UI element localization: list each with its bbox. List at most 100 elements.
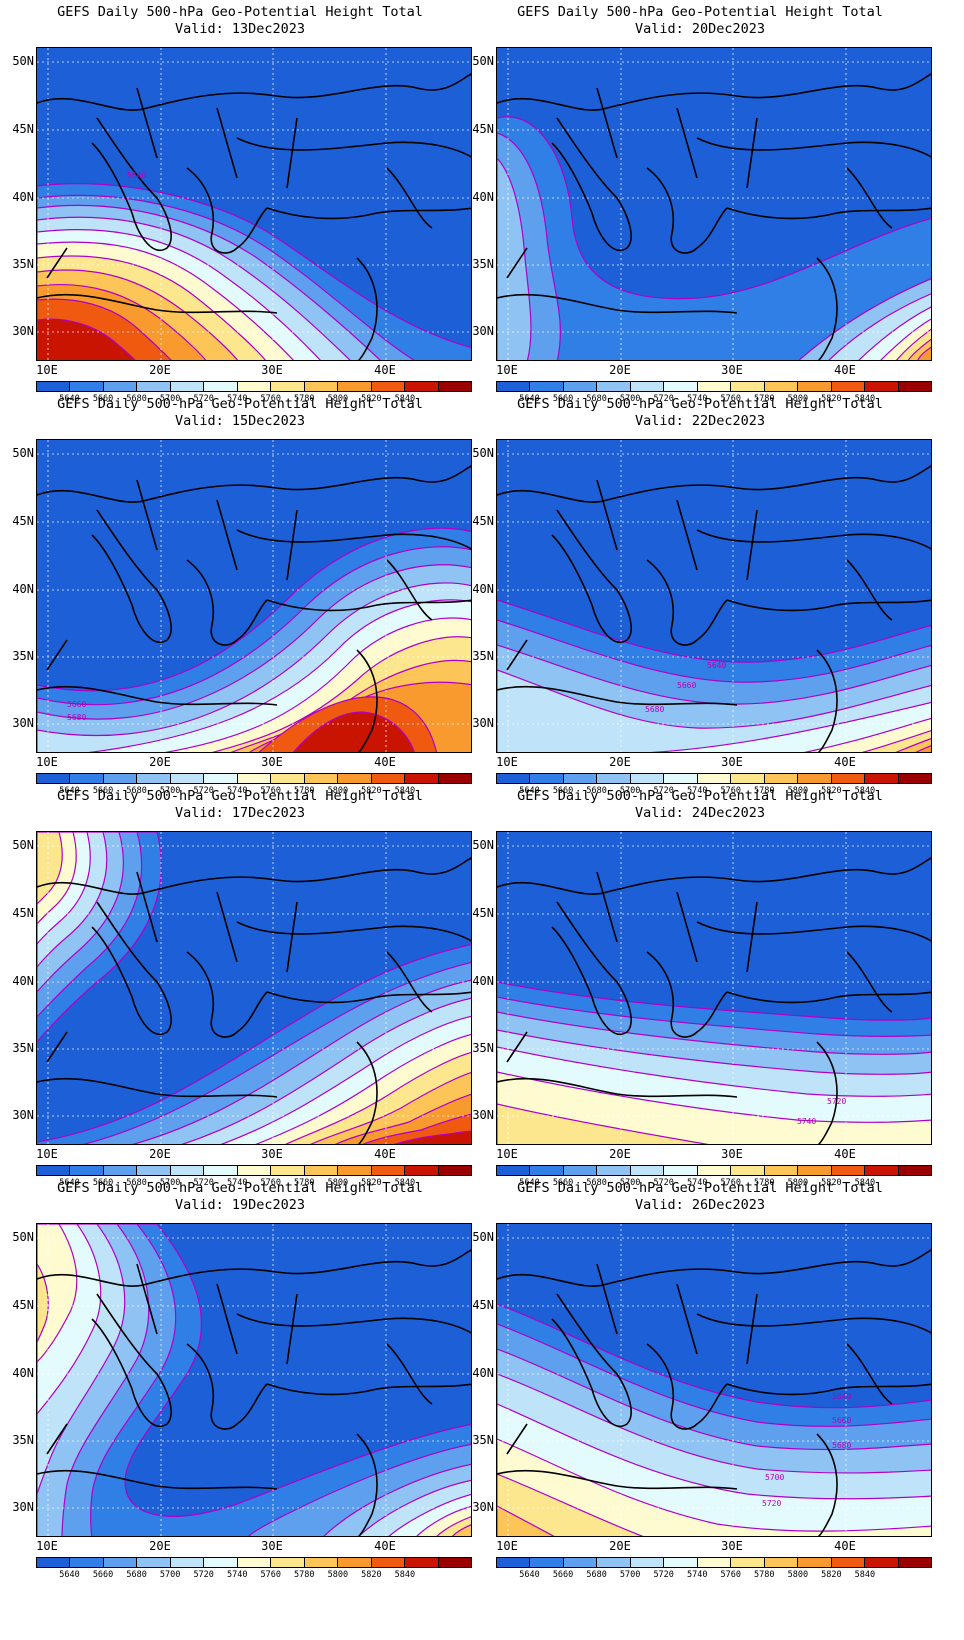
map-panel: GEFS Daily 500-hPa Geo-Potential Height … <box>0 392 480 802</box>
colorbar-label: 5720 <box>193 1178 214 1188</box>
colorbar-label: 5740 <box>226 1178 248 1188</box>
height-band <box>37 318 136 360</box>
contour-label: 5720 <box>827 1097 846 1106</box>
longitude-label: 10E <box>36 1147 58 1161</box>
colorbar-label: 5760 <box>720 1178 741 1188</box>
colorbar-swatch <box>103 382 138 391</box>
latitude-label: 30N <box>12 1108 34 1122</box>
longitude-label: 40E <box>374 363 396 377</box>
colorbar <box>36 1165 472 1176</box>
colorbar-swatch <box>371 382 406 391</box>
coastlines <box>37 857 471 1144</box>
colorbar-swatch <box>170 382 205 391</box>
panel-title: GEFS Daily 500-hPa Geo-Potential Height … <box>517 396 883 412</box>
colorbar-swatch <box>271 382 305 391</box>
colorbar-label: 5760 <box>720 394 741 404</box>
colorbar-label: 5700 <box>159 786 181 796</box>
colorbar-label: 5840 <box>854 786 876 796</box>
coastlines <box>37 465 471 752</box>
colorbar-label: 5780 <box>294 786 315 796</box>
contour-label: 5680 <box>67 713 86 722</box>
contour-label: 5700 <box>765 1473 784 1482</box>
latitude-label: 35N <box>472 649 494 663</box>
colorbar-swatch <box>764 1166 799 1175</box>
longitude-label: 30E <box>721 363 743 377</box>
height-band <box>914 745 931 752</box>
colorbar-label: 5720 <box>193 1570 214 1580</box>
colorbar-swatch <box>438 774 472 783</box>
height-field-map: 5640 5660 5680 <box>496 439 932 753</box>
colorbar-swatch <box>103 1558 138 1567</box>
latitude-label: 45N <box>12 122 34 136</box>
colorbar-swatch <box>697 1558 732 1567</box>
colorbar-swatch <box>405 382 439 391</box>
colorbar-swatch <box>563 382 598 391</box>
latitude-label: 40N <box>12 974 34 988</box>
colorbar-swatch <box>563 1558 598 1567</box>
latitude-label: 40N <box>472 190 494 204</box>
latitude-label: 50N <box>472 838 494 852</box>
latitude-label: 40N <box>12 1366 34 1380</box>
colorbar-label: 5700 <box>159 1570 181 1580</box>
colorbar-swatch <box>371 1558 406 1567</box>
longitude-label: 20E <box>609 1147 631 1161</box>
colorbar-swatch <box>731 1166 765 1175</box>
colorbar-swatch <box>898 382 932 391</box>
latitude-label: 30N <box>472 1500 494 1514</box>
map-panel: GEFS Daily 500-hPa Geo-Potential Height … <box>0 0 480 410</box>
contour-label: 5740 <box>797 1117 816 1126</box>
colorbar-label: 5780 <box>754 1178 775 1188</box>
latitude-label: 45N <box>12 1298 34 1312</box>
colorbar-swatch <box>831 1166 866 1175</box>
colorbar <box>496 1165 932 1176</box>
colorbar-swatch <box>70 1166 104 1175</box>
colorbar-label: 5640 <box>519 1570 540 1580</box>
colorbar-label: 5760 <box>260 786 281 796</box>
height-field-map: 5660 5680 <box>36 439 472 753</box>
panel-valid-date: Valid: 26Dec2023 <box>634 1197 766 1213</box>
colorbar-label: 5680 <box>126 394 147 404</box>
colorbar-label: 5660 <box>92 1570 114 1580</box>
colorbar-swatch <box>731 382 765 391</box>
colorbar-swatch <box>237 1558 272 1567</box>
colorbar-swatch <box>271 1558 305 1567</box>
colorbar-label: 5820 <box>361 786 382 796</box>
colorbar-label: 5760 <box>260 1570 281 1580</box>
colorbar-label: 5820 <box>821 394 842 404</box>
colorbar-label: 5680 <box>126 1178 147 1188</box>
colorbar-label: 5740 <box>686 1178 708 1188</box>
colorbar-swatch <box>70 774 104 783</box>
colorbar-swatch <box>237 774 272 783</box>
colorbar-label: 5640 <box>59 1178 80 1188</box>
colorbar-swatch <box>170 1166 205 1175</box>
colorbar-swatch <box>204 774 238 783</box>
colorbar-swatch <box>898 774 932 783</box>
longitude-label: 10E <box>36 755 58 769</box>
colorbar-label: 5740 <box>686 394 708 404</box>
longitude-label: 10E <box>496 1147 518 1161</box>
colorbar-label: 5800 <box>327 1178 349 1188</box>
contour-label: 5720 <box>762 1499 781 1508</box>
longitude-label: 10E <box>496 363 518 377</box>
colorbar-swatch <box>865 382 899 391</box>
latitude-label: 50N <box>472 54 494 68</box>
colorbar-label: 5660 <box>552 786 574 796</box>
colorbar-swatch <box>697 1166 732 1175</box>
longitude-label: 20E <box>609 1539 631 1553</box>
latitude-label: 45N <box>12 906 34 920</box>
colorbar-label: 5780 <box>294 1570 315 1580</box>
colorbar-label: 5840 <box>394 394 416 404</box>
colorbar-label: 5760 <box>720 1570 741 1580</box>
colorbar-label: 5780 <box>754 394 775 404</box>
colorbar-swatch <box>405 1166 439 1175</box>
colorbar-label: 5700 <box>159 394 181 404</box>
colorbar-swatch <box>831 382 866 391</box>
latitude-label: 30N <box>12 716 34 730</box>
colorbar <box>496 381 932 392</box>
colorbar <box>496 773 932 784</box>
map-panel: GEFS Daily 500-hPa Geo-Potential Height … <box>0 784 480 1194</box>
longitude-label: 40E <box>374 755 396 769</box>
colorbar-label: 5680 <box>586 394 607 404</box>
colorbar-swatch <box>37 1166 71 1175</box>
colorbar-swatch <box>831 1558 866 1567</box>
